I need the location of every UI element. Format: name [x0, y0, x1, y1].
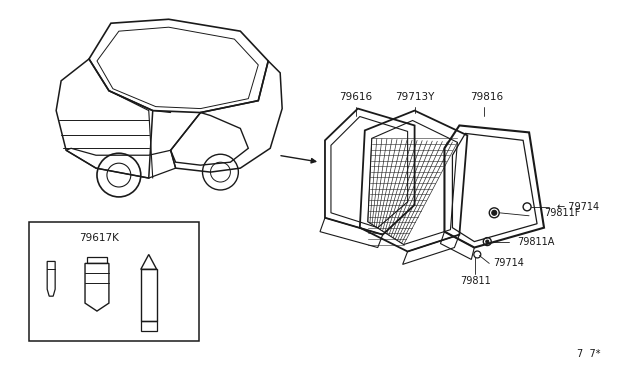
Text: ← 79714: ← 79714 [557, 202, 599, 212]
Bar [29, 222, 198, 341]
Text: 79617K: 79617K [79, 232, 119, 243]
Text: 79811: 79811 [460, 276, 491, 286]
Text: 7  7*: 7 7* [577, 349, 600, 359]
Text: 79816: 79816 [470, 92, 503, 102]
Circle shape [492, 210, 497, 215]
Text: 79811A: 79811A [517, 237, 554, 247]
Text: 79811F: 79811F [544, 208, 580, 218]
Text: 79616: 79616 [339, 92, 372, 102]
Text: 79714: 79714 [493, 259, 524, 269]
Circle shape [486, 240, 489, 243]
Text: 79713Y: 79713Y [395, 92, 435, 102]
